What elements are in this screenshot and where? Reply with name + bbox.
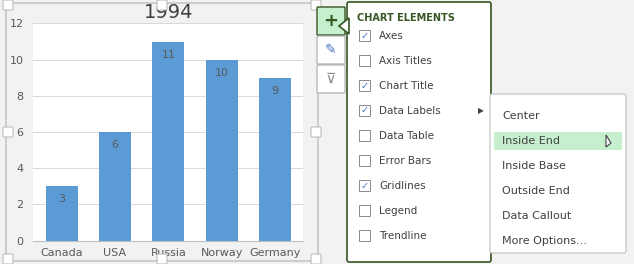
Text: 3: 3 — [58, 194, 65, 204]
Bar — [205, 60, 238, 241]
FancyBboxPatch shape — [157, 0, 167, 10]
Text: Outside End: Outside End — [502, 186, 570, 196]
Bar — [359, 130, 370, 141]
Text: ✓: ✓ — [361, 181, 368, 191]
Text: +: + — [323, 12, 339, 30]
Bar — [46, 186, 77, 241]
Bar — [359, 30, 370, 41]
Bar — [259, 78, 291, 241]
Text: Data Callout: Data Callout — [502, 211, 571, 221]
FancyBboxPatch shape — [3, 0, 13, 10]
FancyBboxPatch shape — [157, 254, 167, 264]
Bar — [152, 41, 184, 241]
Bar — [99, 132, 131, 241]
Polygon shape — [339, 18, 349, 34]
Text: Trendline: Trendline — [379, 231, 427, 241]
Text: Axes: Axes — [379, 31, 404, 41]
FancyBboxPatch shape — [3, 127, 13, 137]
FancyBboxPatch shape — [311, 0, 321, 10]
Text: ✓: ✓ — [361, 31, 368, 40]
Text: Gridlines: Gridlines — [379, 181, 425, 191]
Text: ✓: ✓ — [361, 81, 368, 91]
Text: Data Table: Data Table — [379, 131, 434, 141]
Text: 11: 11 — [161, 50, 176, 60]
Bar — [359, 230, 370, 241]
FancyBboxPatch shape — [3, 254, 13, 264]
FancyBboxPatch shape — [317, 36, 345, 64]
Text: ▶: ▶ — [478, 106, 484, 116]
Text: Center: Center — [502, 111, 540, 121]
Bar — [359, 80, 370, 91]
FancyBboxPatch shape — [490, 94, 626, 253]
Bar — [359, 180, 370, 191]
Text: ✎: ✎ — [325, 43, 337, 57]
Text: Data Labels: Data Labels — [379, 106, 441, 116]
FancyBboxPatch shape — [317, 7, 345, 35]
Bar — [359, 55, 370, 66]
Text: ⊽: ⊽ — [326, 72, 336, 86]
Text: CHART ELEMENTS: CHART ELEMENTS — [357, 13, 455, 23]
Text: 10: 10 — [215, 68, 229, 78]
Text: 6: 6 — [112, 140, 119, 150]
Bar — [494, 132, 622, 150]
Text: More Options...: More Options... — [502, 236, 587, 246]
Bar — [359, 205, 370, 216]
Text: 9: 9 — [271, 86, 278, 96]
FancyBboxPatch shape — [311, 127, 321, 137]
Polygon shape — [606, 135, 611, 147]
Text: Axis Titles: Axis Titles — [379, 56, 432, 66]
Bar — [359, 155, 370, 166]
Text: Chart Title: Chart Title — [379, 81, 434, 91]
FancyBboxPatch shape — [347, 2, 491, 262]
FancyBboxPatch shape — [311, 254, 321, 264]
Text: Error Bars: Error Bars — [379, 156, 431, 166]
FancyBboxPatch shape — [317, 65, 345, 93]
Bar — [359, 105, 370, 116]
Title: 1994: 1994 — [143, 3, 193, 22]
Text: Inside End: Inside End — [502, 136, 560, 146]
Text: Legend: Legend — [379, 206, 417, 216]
Text: ✓: ✓ — [361, 106, 368, 116]
Text: Inside Base: Inside Base — [502, 161, 566, 171]
